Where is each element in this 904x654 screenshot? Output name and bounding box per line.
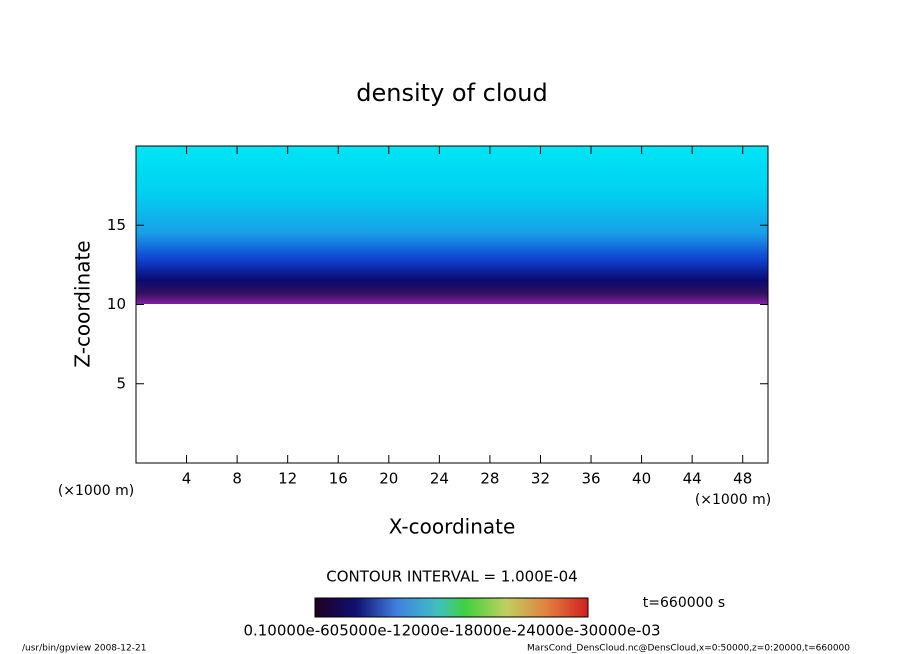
y-axis-label: Z-coordinate (71, 240, 95, 367)
x-tick-label: 4 (182, 470, 192, 488)
y-tick-label: 10 (107, 295, 126, 313)
x-tick-label: 32 (531, 470, 550, 488)
x-tick-label: 28 (480, 470, 499, 488)
footer-right: MarsCond_DensCloud.nc@DensCloud,x=0:5000… (527, 644, 850, 654)
x-tick-label: 40 (632, 470, 651, 488)
colorbar-labels: 0.10000e-605000e-12000e-18000e-24000e-30… (243, 622, 660, 640)
contour-interval: CONTOUR INTERVAL = 1.000E-04 (326, 568, 577, 586)
time-label: t=660000 s (643, 595, 725, 611)
x-tick-label: 20 (379, 470, 398, 488)
x-tick-label: 44 (683, 470, 702, 488)
colorbar (314, 597, 589, 618)
x-tick-label: 24 (430, 470, 449, 488)
y-tick-label: 5 (116, 374, 126, 392)
footer-left: /usr/bin/gpview 2008-12-21 (22, 644, 146, 654)
x-tick-label: 12 (278, 470, 297, 488)
x-tick-label: 48 (733, 470, 752, 488)
x-tick-label: 8 (232, 470, 242, 488)
x-axis-label: X-coordinate (389, 515, 516, 539)
x-tick-label: 16 (329, 470, 348, 488)
cloud-field (136, 146, 768, 304)
chart-title: density of cloud (356, 79, 547, 107)
x-unit-label: (×1000 m) (695, 492, 771, 508)
x-tick-label: 36 (581, 470, 600, 488)
y-tick-label: 15 (107, 216, 126, 234)
y-unit-label: (×1000 m) (58, 483, 134, 499)
